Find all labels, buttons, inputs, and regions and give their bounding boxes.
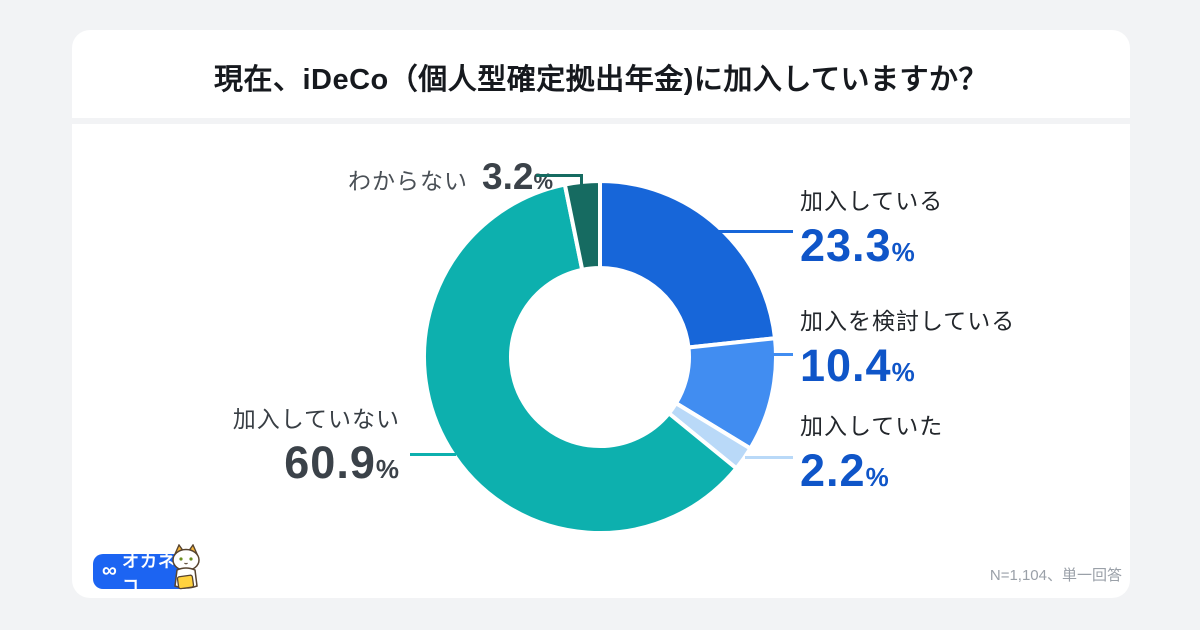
callout-unknown: わからない 3.2% bbox=[348, 156, 553, 197]
leader-line-unknown-h bbox=[536, 174, 583, 177]
callout-considering-label: 加入を検討している bbox=[800, 308, 1016, 334]
callout-unknown-label: わからない bbox=[348, 168, 468, 194]
callout-was-enrolled-label: 加入していた bbox=[800, 413, 944, 439]
pie-segment-3 bbox=[422, 182, 739, 535]
callout-considering-value: 10.4% bbox=[800, 340, 916, 391]
leader-line-was-enrolled bbox=[745, 456, 793, 459]
title-divider bbox=[72, 118, 1130, 124]
callout-enrolled-label: 加入している bbox=[800, 188, 944, 214]
page-title: 現在、iDeCo（個人型確定拠出年金)に加入していますか？ bbox=[213, 64, 989, 96]
infinity-glasses-icon: ∞ bbox=[102, 559, 117, 582]
callout-considering: 加入を検討している 10.4% bbox=[800, 302, 1015, 389]
pie-segment-0 bbox=[598, 179, 777, 350]
callout-not-enrolled-label: 加入していない bbox=[232, 406, 400, 432]
sample-size-note: N=1,104、単一回答 bbox=[989, 567, 1122, 584]
leader-line-enrolled bbox=[718, 230, 793, 233]
donut-svg bbox=[422, 179, 778, 535]
leader-line-considering bbox=[760, 353, 793, 356]
logo-text: オカネコ bbox=[121, 551, 176, 596]
callout-enrolled: 加入している 23.3% bbox=[800, 182, 943, 269]
donut-chart bbox=[412, 169, 788, 545]
pie-segment-4 bbox=[562, 179, 602, 272]
leader-line-unknown-v bbox=[580, 174, 583, 190]
cat-mascot-icon bbox=[172, 544, 200, 590]
callout-not-enrolled: 加入していない 60.9% bbox=[70, 400, 400, 486]
callout-enrolled-value: 23.3% bbox=[800, 220, 916, 271]
callout-was-enrolled: 加入していた 2.2% bbox=[800, 407, 943, 494]
leader-line-not-enrolled bbox=[410, 453, 456, 456]
callout-not-enrolled-value: 60.9% bbox=[284, 437, 400, 488]
callout-unknown-value: 3.2% bbox=[482, 156, 553, 197]
callout-was-enrolled-value: 2.2% bbox=[800, 445, 890, 496]
